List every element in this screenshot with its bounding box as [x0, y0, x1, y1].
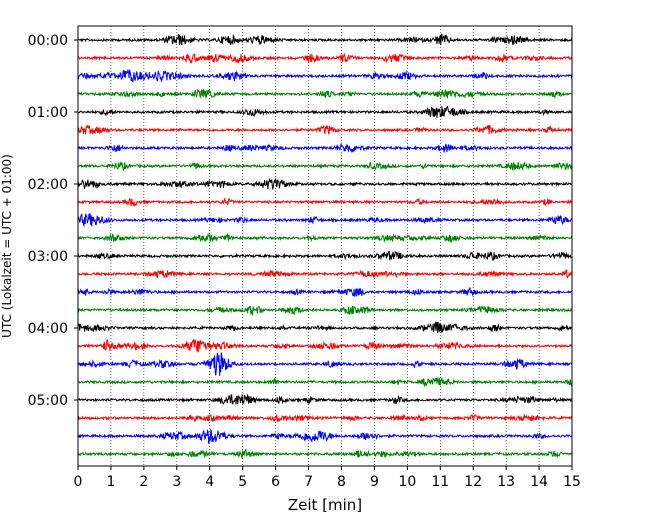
y-tick-label: 03:00: [28, 249, 68, 265]
seismic-trace: [77, 393, 573, 405]
y-tick-label: 04:00: [28, 321, 68, 337]
seismic-trace: [77, 197, 573, 208]
seismic-trace: [77, 250, 573, 262]
seismic-trace: [77, 449, 573, 459]
y-tick-label: 05:00: [28, 393, 68, 409]
seismic-trace: [77, 105, 573, 118]
seismic-trace: [77, 352, 573, 376]
seismic-trace: [77, 305, 573, 317]
x-tick-label: 8: [337, 474, 346, 490]
x-tick-label: 9: [370, 474, 379, 490]
x-tick-label: 2: [139, 474, 148, 490]
seismic-trace: [77, 212, 573, 227]
seismic-trace: [77, 124, 573, 136]
x-tick-label: 6: [271, 474, 280, 490]
seismic-trace: [77, 338, 573, 353]
x-tick-label: 5: [238, 474, 247, 490]
y-tick-label: 01:00: [28, 105, 68, 121]
seismic-trace: [77, 287, 573, 297]
x-tick-label: 7: [304, 474, 313, 490]
traces: [77, 33, 573, 459]
y-tick-label: 02:00: [28, 177, 68, 193]
x-ticks: 0 1 2 3 4 5 6 7 8 9 10 11 12 13 14 15: [74, 466, 581, 490]
y-axis-label: UTC (Lokalzeit = UTC + 01:00): [0, 154, 14, 338]
seismic-trace: [77, 68, 573, 83]
seismic-trace: [77, 321, 573, 334]
seismic-trace: [77, 177, 573, 190]
x-tick-label: 15: [563, 474, 581, 490]
seismic-trace: [77, 33, 573, 46]
x-tick-label: 11: [431, 474, 449, 490]
grid-lines: [110, 26, 540, 466]
x-tick-label: 14: [530, 474, 548, 490]
seismic-trace: [77, 143, 573, 153]
x-tick-label: 0: [74, 474, 83, 490]
x-tick-label: 1: [106, 474, 115, 490]
seismic-trace: [77, 160, 573, 172]
seismic-trace: [77, 413, 573, 423]
x-tick-label: 4: [205, 474, 214, 490]
seismic-trace: [77, 269, 573, 279]
x-axis-label: Zeit [min]: [288, 496, 362, 514]
x-tick-label: 12: [464, 474, 482, 490]
seismic-trace: [77, 88, 573, 99]
y-ticks: 00:00 01:00 02:00 03:00 04:00 05:00: [28, 33, 78, 409]
seismic-trace: [77, 428, 573, 445]
plot-frame: [77, 25, 573, 467]
seismic-trace: [77, 52, 573, 65]
x-tick-label: 3: [172, 474, 181, 490]
x-tick-label: 10: [398, 474, 416, 490]
x-tick-label: 13: [497, 474, 515, 490]
seismic-trace: [77, 232, 573, 244]
y-tick-label: 00:00: [28, 33, 68, 49]
seismic-trace: [77, 377, 573, 387]
